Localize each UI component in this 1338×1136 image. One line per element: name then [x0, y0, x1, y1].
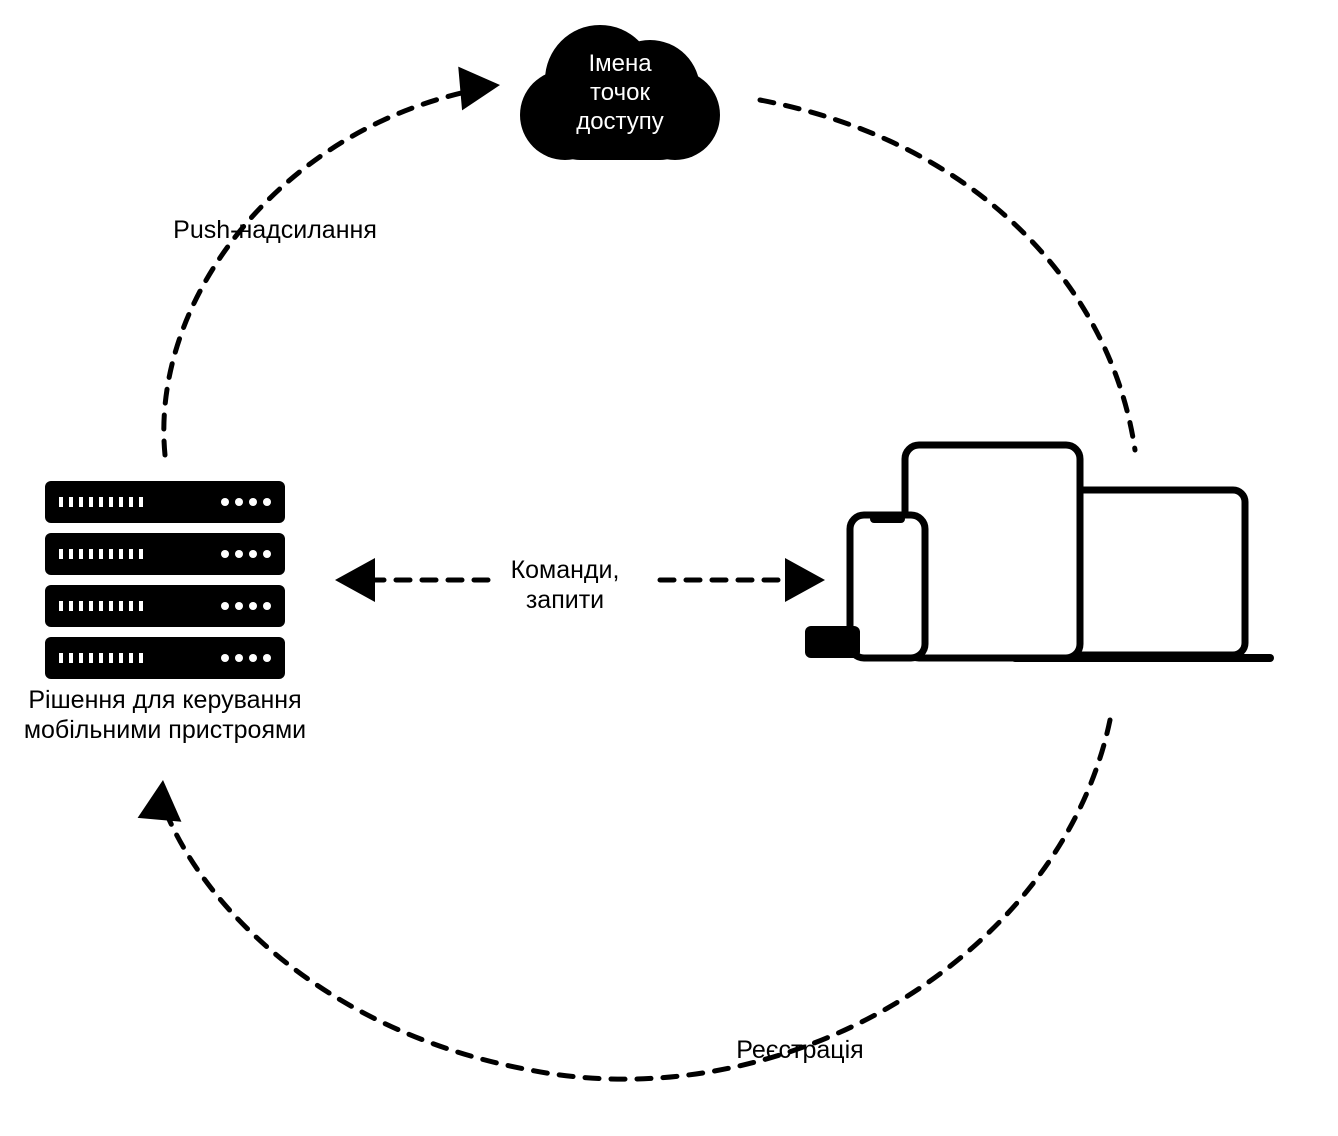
register-label: Реєстрація	[680, 1035, 920, 1065]
devices-node	[805, 445, 1270, 658]
cloud-label: Імена точок доступу	[550, 50, 690, 136]
commands-label: Команди, запити	[445, 555, 685, 615]
server-node	[45, 481, 285, 679]
server-label: Рішення для керування мобільними пристро…	[5, 685, 325, 745]
push-label: Push-надсилання	[155, 215, 395, 245]
diagram-canvas: Імена точок доступу Рішення для керуванн…	[0, 0, 1338, 1136]
